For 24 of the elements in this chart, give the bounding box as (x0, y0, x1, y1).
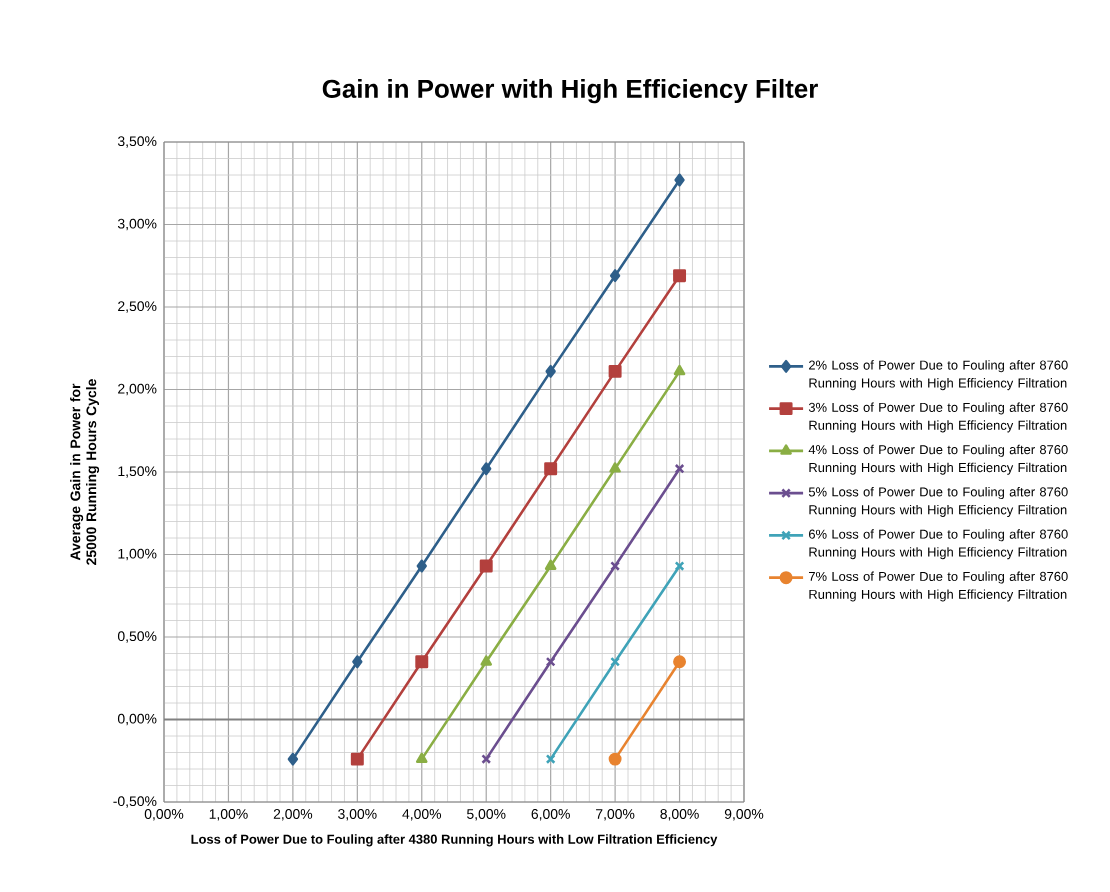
point (673, 655, 687, 669)
point (609, 269, 621, 283)
point (673, 269, 687, 283)
point (673, 364, 686, 376)
chart-title: Gain in Power with High Efficiency Filter (322, 78, 818, 104)
point (608, 752, 622, 766)
point (415, 655, 429, 669)
point (415, 752, 428, 763)
point (480, 655, 492, 666)
point (609, 462, 621, 473)
point (544, 559, 557, 570)
point (545, 656, 556, 667)
point (287, 752, 299, 766)
point (350, 752, 364, 766)
point (545, 364, 556, 378)
point (544, 462, 558, 476)
point (416, 559, 427, 573)
point (610, 656, 621, 667)
point (608, 364, 622, 378)
point (352, 655, 363, 669)
point (674, 173, 685, 187)
point (610, 561, 621, 572)
point (481, 462, 492, 476)
point (479, 559, 493, 573)
